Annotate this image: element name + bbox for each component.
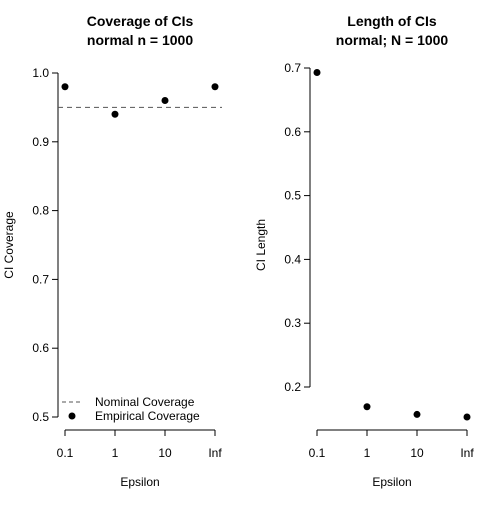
coverage-point [211, 83, 219, 91]
coverage-x-label: Epsilon [120, 475, 159, 489]
length-points [313, 68, 471, 421]
length-x-tick-label: 1 [364, 446, 371, 460]
coverage-y-tick-label: 0.5 [32, 410, 49, 424]
length-x-tick-label: Inf [460, 446, 474, 460]
length-panel: Length of CIs normal; N = 1000 0.2 0.3 0.4… [254, 13, 474, 489]
length-y-ticks: 0.2 0.3 0.4 0.5 0.6 0.7 [284, 61, 310, 394]
coverage-point [61, 83, 69, 91]
coverage-point [111, 110, 119, 118]
length-point [313, 68, 321, 76]
length-point [363, 403, 371, 411]
coverage-y-tick-label: 0.7 [32, 272, 49, 286]
length-x-tick-label: 10 [410, 446, 424, 460]
coverage-y-tick-label: 0.8 [32, 204, 49, 218]
length-y-tick-label: 0.7 [284, 61, 301, 75]
coverage-x-ticks: 0.1 1 10 Inf [57, 430, 222, 460]
coverage-panel: Coverage of CIs normal n = 1000 0.50.60.… [2, 13, 222, 489]
legend-dot-swatch [68, 412, 76, 420]
coverage-x-tick-label: 1 [112, 446, 119, 460]
length-subtitle: normal; N = 1000 [336, 32, 449, 48]
length-title: Length of CIs [347, 13, 437, 29]
coverage-point [161, 97, 169, 105]
coverage-y-ticks: 0.5 0.6 0.7 0.8 0.9 1.0 [32, 66, 58, 424]
length-x-ticks: 0.1 1 10 Inf [309, 430, 474, 460]
length-y-label: CI Length [254, 219, 268, 271]
length-y-tick-label: 0.3 [284, 316, 301, 330]
legend-entry-nominal: Nominal Coverage [95, 395, 195, 409]
length-y-tick-label: 0.2 [284, 380, 301, 394]
coverage-y-tick-label: 0.6 [32, 341, 49, 355]
length-y-tick-label: 0.4 [284, 252, 301, 266]
coverage-y-tick-label: 1.0 [32, 66, 49, 80]
coverage-x-tick-label: 10 [158, 446, 172, 460]
length-x-tick-label: 0.1 [309, 446, 326, 460]
length-y-tick-label: 0.6 [284, 125, 301, 139]
coverage-subtitle: normal n = 1000 [87, 32, 193, 48]
coverage-x-tick-label: Inf [208, 446, 222, 460]
legend-entry-empirical: Empirical Coverage [95, 409, 200, 423]
length-x-label: Epsilon [372, 475, 411, 489]
coverage-y-label: CI Coverage [2, 211, 16, 279]
coverage-y-tick-label: 0.9 [32, 135, 49, 149]
length-point [413, 410, 421, 418]
coverage-points [61, 83, 219, 118]
coverage-title: Coverage of CIs [87, 13, 194, 29]
length-point [463, 413, 471, 421]
coverage-legend: Nominal Coverage Empirical Coverage [62, 395, 200, 423]
coverage-x-tick-label: 0.1 [57, 446, 74, 460]
length-y-tick-label: 0.5 [284, 189, 301, 203]
